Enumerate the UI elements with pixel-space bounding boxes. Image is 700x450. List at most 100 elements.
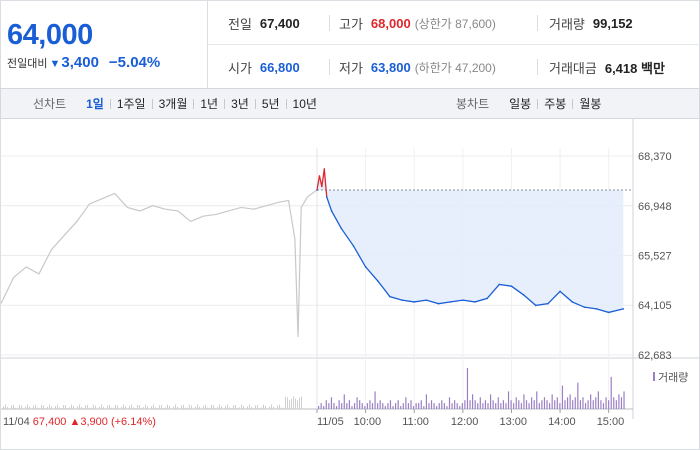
chart-toolbar: 선차트 1일 1주일 3개월 1년 3년 5년 10년 봉차트 일봉 주봉 월봉 (0, 88, 700, 119)
divider (151, 98, 153, 109)
prev-volume-bar (293, 396, 294, 409)
prev-volume-bar (211, 404, 212, 409)
prev-volume-bar (29, 406, 30, 409)
prev-volume-bar (257, 404, 258, 409)
volume-bar (402, 403, 404, 409)
volume-bar (379, 400, 381, 409)
prev-volume-bar (55, 405, 56, 409)
volume-bar (361, 403, 363, 409)
divider (254, 98, 256, 109)
prev-volume-bar (141, 408, 142, 409)
prev-volume-bar (241, 404, 242, 409)
today-point (583, 306, 586, 308)
volume-bar (472, 394, 474, 409)
volume-bar (335, 406, 338, 409)
today-point (547, 302, 549, 305)
stat-label: 거래대금 (549, 60, 597, 76)
prev-volume-bar (295, 398, 296, 409)
prev-volume-bar (275, 408, 276, 409)
volume-bar (482, 403, 484, 409)
period-3y[interactable]: 3년 (231, 97, 249, 111)
candle-daily[interactable]: 일봉 (509, 97, 532, 111)
candle-monthly[interactable]: 월봉 (579, 97, 602, 111)
prev-volume-bar (89, 407, 90, 409)
stock-summary: 64,000 전일대비 ▼ 3,400 −5.04% 전일 67,400 고가 … (0, 0, 700, 89)
divider (193, 98, 195, 109)
volume-bar (369, 400, 371, 409)
period-10y[interactable]: 10년 (292, 97, 317, 111)
prev-volume-bar (289, 400, 290, 409)
today-series-up-line (316, 168, 328, 197)
x-tick-label: 14:00 (548, 416, 576, 428)
today-point (607, 311, 610, 314)
stat-value: 68,000 (370, 15, 411, 31)
y-tick-label: 68,370 (638, 151, 672, 163)
prev-volume-bar (169, 405, 170, 409)
volume-bar (495, 403, 497, 409)
period-1y[interactable]: 1년 (200, 97, 219, 111)
prev-volume-bar (253, 408, 254, 409)
y-axis-ticks: 68,370 66,948 65,527 64,105 62,683 (638, 151, 672, 362)
volume-bar (454, 400, 456, 409)
volume-bar (566, 397, 569, 409)
volume-bar (461, 403, 463, 409)
period-3m[interactable]: 3개월 (158, 97, 188, 111)
period-1w[interactable]: 1주일 (116, 97, 146, 111)
volume-bar (549, 403, 551, 409)
volume-bar (436, 406, 438, 409)
candle-weekly[interactable]: 주봉 (544, 97, 567, 111)
period-5y[interactable]: 5년 (261, 97, 280, 111)
volume-bar (556, 397, 558, 409)
today-point (559, 290, 561, 293)
prev-volume-bar (3, 406, 4, 409)
volume-bar (489, 394, 492, 409)
stat-value: 6,418 백만 (604, 60, 665, 76)
volume-bar (600, 400, 602, 409)
prev-volume-bar (163, 407, 164, 409)
prev-volume-bar (269, 406, 270, 409)
prev-volume-bar (143, 407, 144, 409)
volume-bar (374, 391, 376, 409)
today-point (486, 297, 488, 300)
prev-day-caption: 11/04 67,400 ▲3,900 (+6.14%) (3, 416, 156, 428)
prev-volume-bar (151, 406, 152, 409)
prev-volume-bar (51, 406, 52, 409)
volume-bar (525, 400, 528, 409)
today-point (352, 245, 355, 247)
prev-volume-bar (249, 404, 250, 409)
volume-bar (536, 391, 538, 409)
y-tick-label: 62,683 (638, 350, 672, 362)
prev-volume-bar (107, 405, 108, 409)
volume-bar (325, 400, 327, 409)
today-point (318, 175, 321, 177)
volume-bar (605, 397, 607, 409)
volume-bar (425, 394, 427, 409)
stat-label: 시가 (228, 60, 252, 76)
period-1d[interactable]: 1일 (86, 97, 104, 111)
volume-bar (466, 368, 469, 409)
candle-chart-periods: 봉차트 일봉 주봉 월봉 (456, 89, 607, 118)
volume-bar (477, 403, 479, 409)
volume-bar (564, 400, 566, 409)
prev-volume-bar (285, 396, 286, 409)
y-tick-label: 65,527 (638, 250, 672, 262)
stat-row-1: 전일 67,400 고가 68,000 (상한가 87,600) 거래량 99,… (208, 1, 700, 45)
stat-sub: (하한가 47,200) (414, 60, 496, 75)
today-point (389, 295, 391, 298)
prev-volume-bar (121, 406, 122, 409)
today-point (571, 301, 574, 303)
today-point (340, 227, 343, 230)
volume-legend-swatch (653, 372, 655, 381)
prev-volume-bar (281, 407, 282, 409)
divider (572, 98, 574, 109)
volume-bar (510, 400, 512, 409)
line-chart-periods: 선차트 1일 1주일 3개월 1년 3년 5년 10년 (33, 89, 323, 118)
volume-bar (546, 400, 548, 409)
prev-volume-bar (191, 405, 192, 409)
volume-bar (371, 403, 374, 409)
volume-bar (387, 403, 389, 409)
prev-volume-bar (245, 408, 246, 409)
prev-volume-bar (117, 405, 118, 409)
stat-value: 66,800 (259, 59, 300, 75)
stat-prev-close: 전일 67,400 (228, 1, 300, 45)
